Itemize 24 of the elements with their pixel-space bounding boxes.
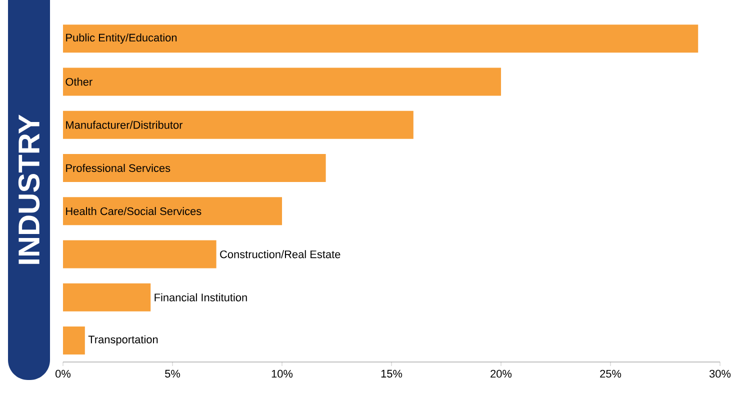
y-axis-title: INDUSTRY bbox=[18, 114, 40, 264]
y-tick-label: Public Entity/Education bbox=[66, 33, 177, 44]
x-tick-label: 30% bbox=[709, 370, 731, 378]
y-tick-label: Construction/Real Estate bbox=[220, 250, 340, 258]
bar bbox=[63, 154, 326, 182]
y-tick-label: Health Care/Social Services bbox=[66, 207, 202, 216]
bar bbox=[63, 326, 85, 354]
x-tick-label: 25% bbox=[600, 370, 622, 378]
y-tick-label: Transportation bbox=[88, 335, 158, 346]
x-tick-label: 15% bbox=[381, 370, 402, 378]
y-tick-label: Financial Institution bbox=[154, 293, 247, 302]
y-tick-label: Manufacturer/Distributor bbox=[66, 120, 183, 129]
bar bbox=[63, 283, 151, 312]
x-tick-label: 0% bbox=[56, 370, 71, 378]
x-tick-label: 10% bbox=[272, 370, 293, 378]
x-tick-label: 20% bbox=[490, 370, 512, 378]
bar bbox=[63, 24, 698, 53]
bar bbox=[63, 240, 216, 268]
bar bbox=[63, 197, 282, 226]
y-tick-label: Other bbox=[66, 78, 92, 86]
y-tick-label: Professional Services bbox=[66, 164, 170, 172]
bar bbox=[63, 110, 414, 139]
x-tick-label: 5% bbox=[165, 370, 180, 378]
bar bbox=[63, 68, 502, 96]
